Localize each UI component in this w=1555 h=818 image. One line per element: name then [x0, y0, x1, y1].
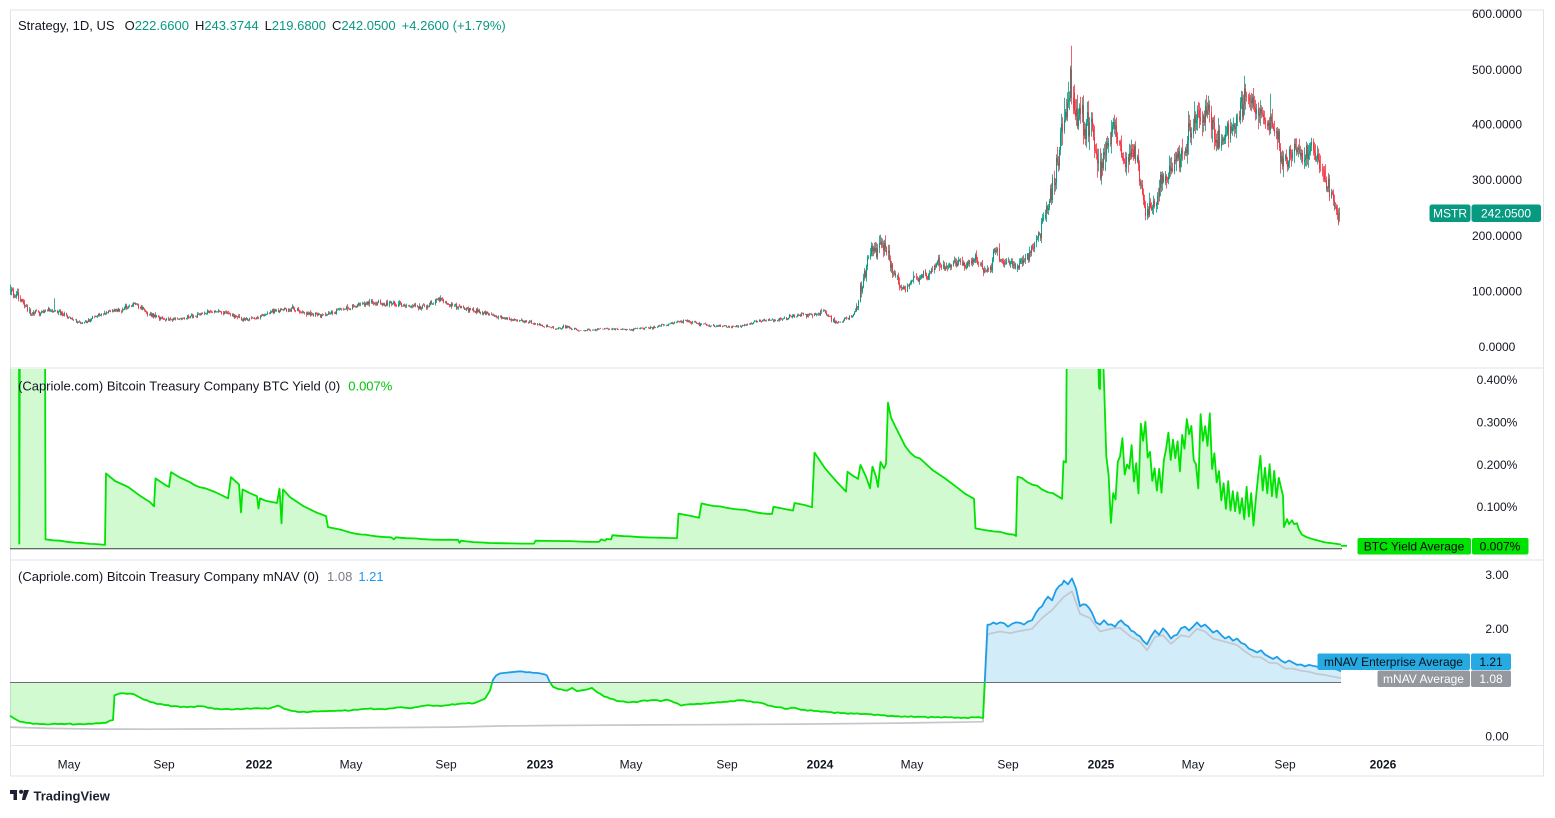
svg-text:100.0000: 100.0000 — [1472, 285, 1522, 299]
svg-text:3.00: 3.00 — [1485, 568, 1509, 582]
svg-text:242.0500: 242.0500 — [1481, 207, 1531, 221]
svg-text:0.00: 0.00 — [1485, 729, 1509, 743]
svg-text:0.400%: 0.400% — [1477, 373, 1518, 387]
svg-text:200.0000: 200.0000 — [1472, 229, 1522, 243]
svg-text:2026: 2026 — [1370, 758, 1397, 772]
svg-text:Sep: Sep — [997, 758, 1019, 772]
svg-text:0.300%: 0.300% — [1477, 416, 1518, 430]
svg-text:2.00: 2.00 — [1485, 622, 1509, 636]
svg-text:2023: 2023 — [527, 758, 554, 772]
svg-text:1.21: 1.21 — [1479, 655, 1503, 669]
svg-text:2024: 2024 — [807, 758, 834, 772]
svg-text:0.200%: 0.200% — [1477, 458, 1518, 472]
svg-text:Sep: Sep — [153, 758, 175, 772]
svg-text:0.007%: 0.007% — [1480, 540, 1521, 554]
svg-text:May: May — [340, 758, 363, 772]
svg-text:500.0000: 500.0000 — [1472, 63, 1522, 77]
svg-text:(Capriole.com) Bitcoin Treasur: (Capriole.com) Bitcoin Treasury Company … — [18, 379, 393, 394]
svg-text:0.0000: 0.0000 — [1479, 340, 1516, 354]
svg-text:400.0000: 400.0000 — [1472, 118, 1522, 132]
svg-text:mNAV Average: mNAV Average — [1383, 672, 1464, 686]
svg-text:Sep: Sep — [1274, 758, 1296, 772]
svg-text:Sep: Sep — [435, 758, 457, 772]
svg-text:2022: 2022 — [246, 758, 273, 772]
svg-text:May: May — [620, 758, 643, 772]
svg-text:May: May — [1182, 758, 1205, 772]
svg-text:300.0000: 300.0000 — [1472, 173, 1522, 187]
svg-text:BTC Yield Average: BTC Yield Average — [1364, 540, 1465, 554]
svg-text:mNAV Enterprise Average: mNAV Enterprise Average — [1324, 655, 1463, 669]
svg-text:TradingView: TradingView — [34, 788, 111, 803]
svg-text:May: May — [58, 758, 81, 772]
svg-text:2025: 2025 — [1088, 758, 1115, 772]
svg-text:May: May — [901, 758, 924, 772]
svg-text:0.100%: 0.100% — [1477, 500, 1518, 514]
svg-text:(Capriole.com) Bitcoin Treasur: (Capriole.com) Bitcoin Treasury Company … — [18, 569, 384, 584]
svg-text:600.0000: 600.0000 — [1472, 7, 1522, 21]
svg-text:1.08: 1.08 — [1479, 672, 1503, 686]
svg-text:Sep: Sep — [716, 758, 738, 772]
svg-text:MSTR: MSTR — [1433, 207, 1467, 221]
